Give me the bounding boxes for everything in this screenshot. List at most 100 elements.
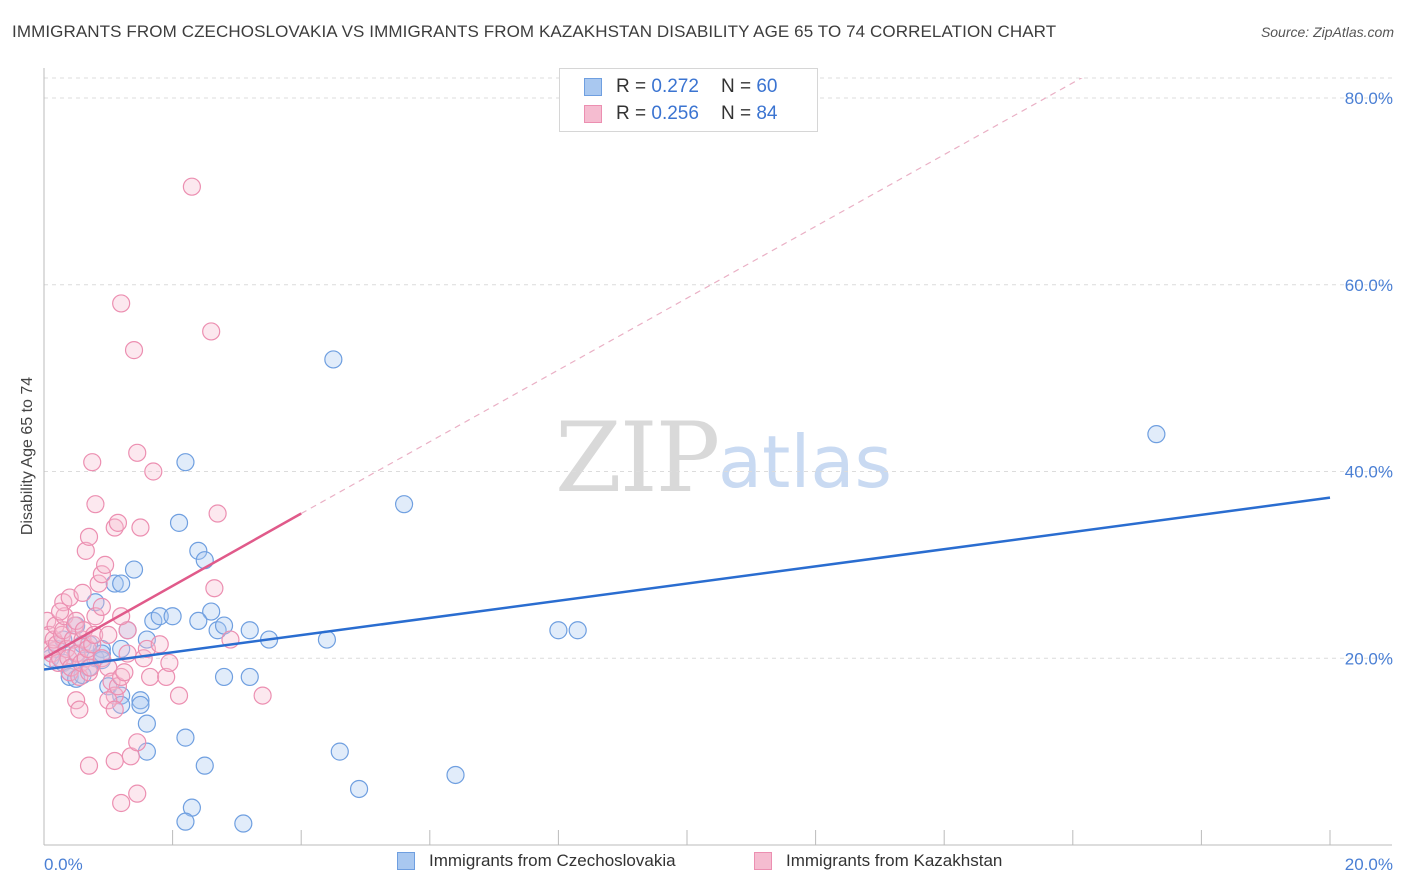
bottom-legend-swatch-blue	[397, 852, 415, 870]
y-tick-label: 20.0%	[1345, 649, 1393, 668]
kazakhstan-point	[128, 443, 147, 462]
watermark-zip: ZIP	[555, 402, 720, 514]
czechoslovakia-point	[169, 513, 189, 532]
legend-n-value: 84	[756, 103, 778, 124]
kazakhstan-point	[208, 504, 227, 523]
bottom-legend-label: Immigrants from Czechoslovakia	[429, 851, 676, 870]
kazakhstan-point	[95, 555, 115, 574]
kazakhstan-point	[205, 579, 224, 598]
legend-r-value: 0.256	[651, 103, 699, 124]
czechoslovakia-point	[131, 695, 150, 715]
legend-swatch-blue	[584, 78, 602, 96]
kazakhstan-point	[253, 686, 272, 705]
czechoslovakia-point	[568, 621, 587, 640]
kazakhstan-point	[157, 667, 176, 687]
legend-r-value: 0.272	[651, 76, 699, 97]
bottom-legend-swatch-pink	[754, 852, 772, 870]
czechoslovakia-point	[189, 611, 208, 631]
kazakhstan-point	[83, 453, 102, 472]
czechoslovakia-point	[195, 551, 214, 570]
kazakhstan-point	[124, 341, 144, 360]
bottom-legend-czechoslovakia: Immigrants from Czechoslovakia	[397, 851, 676, 871]
kazakhstan-point	[73, 583, 92, 602]
czechoslovakia-point	[330, 742, 349, 761]
czechoslovakia-point	[349, 779, 369, 799]
czechoslovakia-trend-line	[44, 496, 1331, 671]
kazakhstan-point	[112, 294, 131, 313]
czechoslovakia-point	[131, 691, 150, 710]
bottom-legend-kazakhstan: Immigrants from Kazakhstan	[754, 851, 1002, 871]
kazakhstan-point	[108, 513, 128, 532]
czechoslovakia-point	[446, 765, 465, 785]
kazakhstan-point	[86, 607, 105, 626]
czechoslovakia-point	[176, 453, 195, 472]
czechoslovakia-point	[176, 812, 195, 831]
x-tick-label: 0.0%	[44, 855, 83, 874]
kazakhstan-point	[68, 644, 87, 663]
kazakhstan-point	[86, 495, 105, 514]
kazakhstan-point	[140, 667, 160, 687]
kazakhstan-point	[182, 177, 201, 196]
legend-swatch-pink	[584, 105, 602, 123]
kazakhstan-point	[160, 653, 179, 673]
czechoslovakia-point	[150, 607, 169, 626]
plot-area	[44, 78, 1331, 833]
legend-r-label: R =	[616, 76, 647, 97]
czechoslovakia-point	[214, 667, 234, 687]
kazakhstan-point	[50, 602, 70, 621]
kazakhstan-point	[67, 611, 86, 631]
kazakhstan-point	[105, 700, 124, 719]
kazakhstan-point	[105, 751, 124, 771]
czechoslovakia-point	[1147, 425, 1166, 444]
kazakhstan-point	[70, 700, 89, 719]
x-tick-label: 20.0%	[1345, 855, 1393, 874]
czechoslovakia-point	[112, 574, 131, 593]
kazakhstan-trend-line	[44, 512, 302, 660]
kazakhstan-point	[169, 686, 189, 705]
czechoslovakia-point	[176, 728, 195, 747]
chart-source: Source: ZipAtlas.com	[1260, 24, 1394, 40]
czechoslovakia-point	[324, 350, 343, 369]
czechoslovakia-point	[195, 756, 214, 775]
kazakhstan-point	[79, 527, 99, 546]
kazakhstan-point	[112, 793, 131, 813]
kazakhstan-point	[99, 691, 118, 710]
chart-title: IMMIGRANTS FROM CZECHOSLOVAKIA VS IMMIGR…	[12, 22, 1057, 41]
czechoslovakia-point	[137, 714, 156, 733]
czechoslovakia-point	[394, 495, 414, 514]
legend-row-kazakhstan: R = 0.256 N = 84	[584, 101, 777, 127]
kazakhstan-point	[99, 625, 118, 645]
czechoslovakia-point	[124, 560, 144, 579]
czechoslovakia-point	[240, 667, 259, 687]
bottom-legend-label: Immigrants from Kazakhstan	[786, 851, 1003, 870]
czechoslovakia-point	[105, 574, 124, 593]
legend-r-label: R =	[616, 103, 647, 124]
legend-row-czechoslovakia: R = 0.272 N = 60	[584, 74, 777, 100]
kazakhstan-point	[92, 597, 111, 616]
watermark-atlas: atlas	[718, 420, 892, 504]
kazakhstan-point	[115, 663, 134, 682]
kazakhstan-point	[144, 462, 163, 481]
kazakhstan-point	[150, 635, 169, 654]
correlation-legend: R = 0.272 N = 60 R = 0.256 N = 84	[559, 68, 818, 132]
y-tick-label: 60.0%	[1345, 276, 1393, 295]
czechoslovakia-point	[202, 602, 221, 621]
czechoslovakia-point	[240, 621, 259, 640]
czechoslovakia-point	[189, 541, 208, 560]
czechoslovakia-point	[549, 621, 568, 640]
kazakhstan-point	[54, 621, 73, 640]
kazakhstan-point	[131, 518, 150, 537]
czechoslovakia-point	[234, 814, 253, 833]
kazakhstan-point	[202, 322, 221, 341]
legend-n-value: 60	[756, 76, 778, 97]
legend-n-label: N =	[720, 76, 752, 97]
y-tick-label: 80.0%	[1345, 89, 1393, 108]
kazakhstan-point	[76, 541, 95, 560]
legend-n-label: N =	[720, 103, 752, 124]
kazakhstan-point	[128, 784, 147, 803]
kazakhstan-point	[79, 756, 99, 775]
y-tick-label: 40.0%	[1345, 463, 1393, 482]
czechoslovakia-point	[163, 607, 182, 626]
kazakhstan-point	[128, 733, 147, 752]
